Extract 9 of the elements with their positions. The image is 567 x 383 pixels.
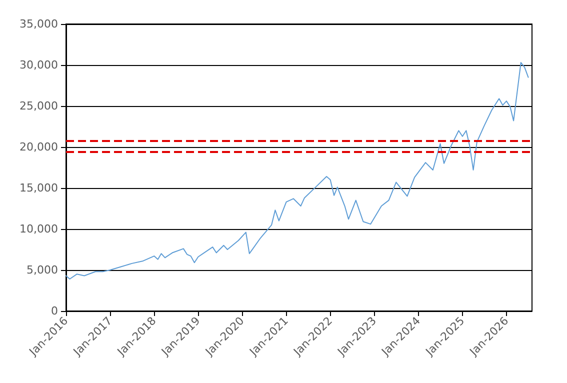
y-tick-label: 30,000 (20, 58, 58, 72)
y-tick-label: 25,000 (20, 100, 58, 112)
y-tick-label: 35,000 (20, 18, 58, 30)
y-tick-label: 0 (51, 304, 58, 318)
y-tick-label: 5,000 (26, 264, 58, 276)
y-tick-label: 20,000 (20, 140, 58, 154)
line-series (66, 62, 529, 280)
y-tick-label: 15,000 (20, 182, 58, 194)
y-tick-label: 10,000 (20, 222, 58, 236)
